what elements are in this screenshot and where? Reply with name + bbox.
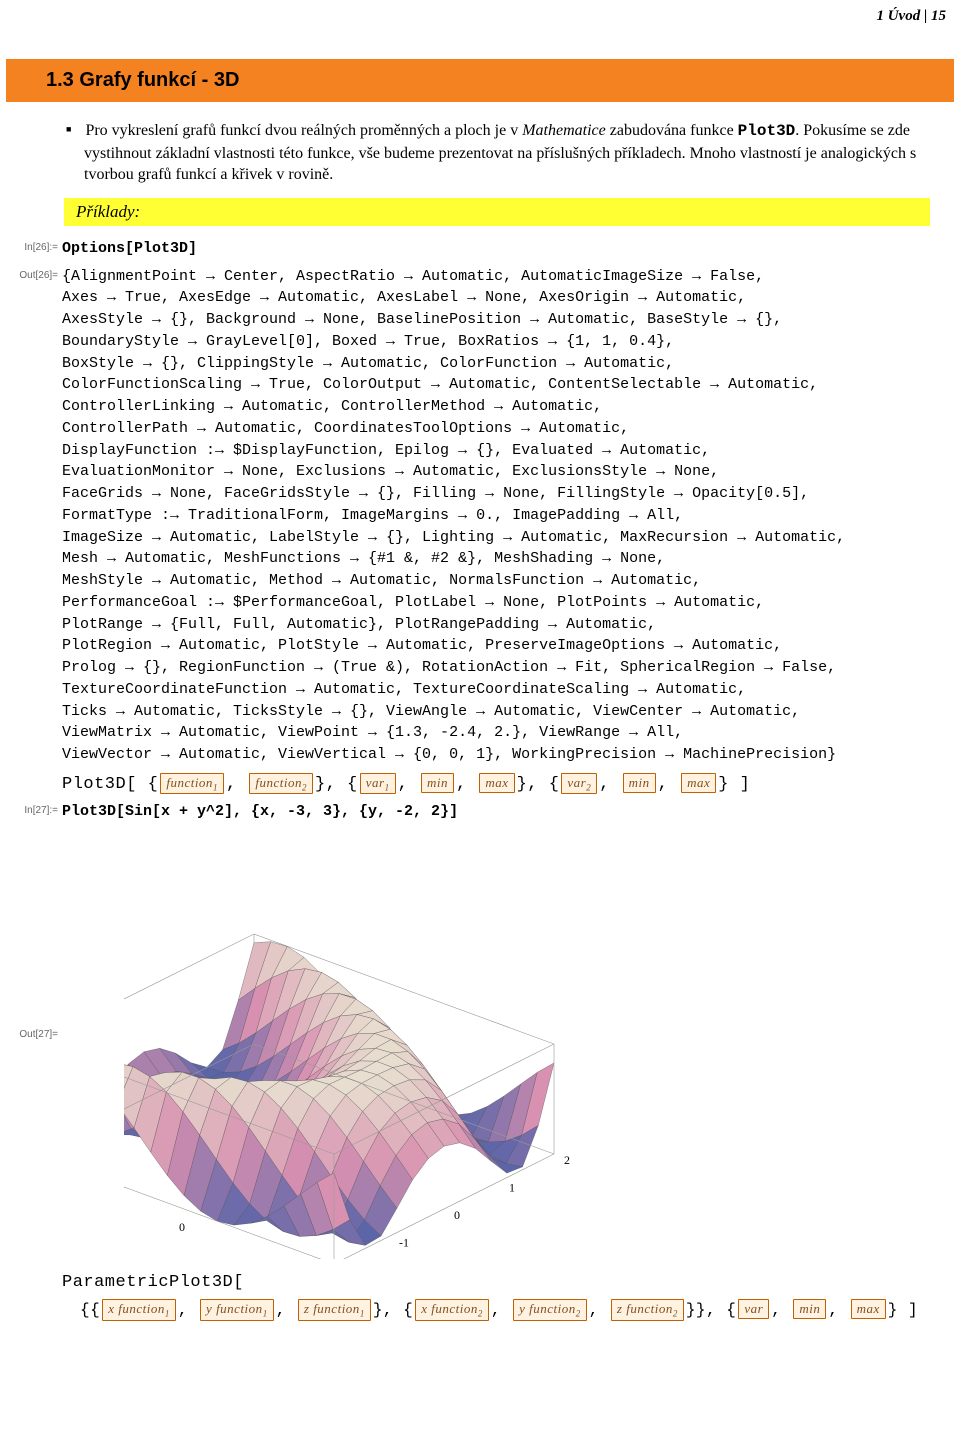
out-line: MeshStyle → Automatic, Method → Automati… — [62, 570, 950, 592]
in-label: In[27]:= — [0, 801, 58, 816]
out-line: Axes → True, AxesEdge → Automatic, AxesL… — [62, 287, 950, 309]
ph-max: max — [851, 1299, 886, 1319]
out-line: DisplayFunction :→ $DisplayFunction, Epi… — [62, 440, 950, 462]
out-line: EvaluationMonitor → None, Exclusions → A… — [62, 461, 950, 483]
page-header: 1 Úvod | 15 — [0, 0, 960, 29]
out-line: ControllerLinking → Automatic, Controlle… — [62, 396, 950, 418]
ph-max2: max — [681, 773, 716, 793]
section-title-text: 1.3 Grafy funkcí - 3D — [46, 69, 239, 91]
examples-label: Příklady: — [76, 202, 140, 221]
cell-out27: Out[27]= 1.00.50.0-0.5-1.0-202-2-1012 — [0, 829, 950, 1269]
svg-text:0: 0 — [179, 1220, 185, 1234]
cell-in27: In[27]:= Plot3D[Sin[x + y^2], {x, -3, 3}… — [0, 801, 950, 823]
out-line: Ticks → Automatic, TicksStyle → {}, View… — [62, 701, 950, 723]
out-code: {AlignmentPoint → Center, AspectRatio → … — [62, 266, 950, 766]
out-line: Mesh → Automatic, MeshFunctions → {#1 &,… — [62, 548, 950, 570]
out-line: PlotRange → {Full, Full, Automatic}, Plo… — [62, 614, 950, 636]
out-line: ViewVector → Automatic, ViewVertical → {… — [62, 744, 950, 766]
ph-var: var — [738, 1299, 769, 1319]
svg-text:1: 1 — [509, 1181, 515, 1195]
cell-in26: In[26]:= Options[Plot3D] — [0, 238, 950, 260]
in-label: In[26]:= — [0, 238, 58, 253]
ph-xf2: x function2 — [415, 1299, 489, 1321]
out-line: FormatType :→ TraditionalForm, ImageMarg… — [62, 505, 950, 527]
out-line: FaceGrids → None, FaceGridsStyle → {}, F… — [62, 483, 950, 505]
in-code: Plot3D[Sin[x + y^2], {x, -3, 3}, {y, -2,… — [62, 801, 950, 823]
svg-text:2: 2 — [564, 1153, 570, 1167]
out-line: ImageSize → Automatic, LabelStyle → {}, … — [62, 527, 950, 549]
ph-min: min — [793, 1299, 826, 1319]
section-title: 1.3 Grafy funkcí - 3D — [6, 59, 954, 102]
out-line: AxesStyle → {}, Background → None, Basel… — [62, 309, 950, 331]
ph-function2: function2 — [249, 773, 313, 795]
out-label: Out[26]= — [0, 266, 58, 281]
out-line: Prolog → {}, RegionFunction → (True &), … — [62, 657, 950, 679]
ph-xf1: x function1 — [102, 1299, 176, 1321]
out-line: BoxStyle → {}, ClippingStyle → Automatic… — [62, 353, 950, 375]
plot3d-output: 1.00.50.0-0.5-1.0-202-2-1012 — [124, 839, 604, 1259]
out-line: ViewMatrix → Automatic, ViewPoint → {1.3… — [62, 722, 950, 744]
cell-out26: Out[26]= {AlignmentPoint → Center, Aspec… — [0, 266, 950, 766]
svg-text:-1: -1 — [399, 1236, 409, 1250]
out-line: {AlignmentPoint → Center, AspectRatio → … — [62, 266, 950, 288]
out-line: PerformanceGoal :→ $PerformanceGoal, Plo… — [62, 592, 950, 614]
ph-yf2: y function2 — [513, 1299, 587, 1321]
svg-text:2: 2 — [279, 1257, 285, 1259]
ph-min1: min — [421, 773, 454, 793]
ph-var1: var1 — [360, 773, 396, 795]
ph-function1: function1 — [160, 773, 224, 795]
breadcrumb: 1 Úvod | 15 — [876, 8, 946, 24]
ph-zf2: z function2 — [611, 1299, 684, 1321]
ph-yf1: y function1 — [200, 1299, 274, 1321]
plot3d-cmd: Plot3D — [62, 775, 126, 794]
intro-fn: Plot3D — [738, 122, 796, 140]
out-line: PlotRegion → Automatic, PlotStyle → Auto… — [62, 635, 950, 657]
out-label: Out[27]= — [0, 829, 58, 1040]
examples-header: Příklady: — [64, 198, 930, 226]
parametric-syntax-args: {{x function1, y function1, z function1}… — [80, 1300, 960, 1322]
plot3d-svg: 1.00.50.0-0.5-1.0-202-2-1012 — [124, 839, 604, 1259]
parametric-cmd: ParametricPlot3D — [62, 1273, 233, 1292]
parametric-syntax: ParametricPlot3D[ — [62, 1273, 960, 1292]
out-line: BoundaryStyle → GrayLevel[0], Boxed → Tr… — [62, 331, 950, 353]
ph-zf1: z function1 — [298, 1299, 371, 1321]
intro-text-2: zabudována funkce — [606, 122, 738, 139]
ph-max1: max — [479, 773, 514, 793]
out-line: TextureCoordinateFunction → Automatic, T… — [62, 679, 950, 701]
intro-paragraph: Pro vykreslení grafů funkcí dvou reálnýc… — [84, 120, 930, 186]
ph-var2: var2 — [561, 773, 597, 795]
out-line: ColorFunctionScaling → True, ColorOutput… — [62, 374, 950, 396]
ph-min2: min — [623, 773, 656, 793]
svg-text:0: 0 — [454, 1208, 460, 1222]
intro-text-1: Pro vykreslení grafů funkcí dvou reálnýc… — [85, 122, 522, 139]
in-code: Options[Plot3D] — [62, 238, 950, 260]
intro-mathematica: Mathematice — [522, 122, 606, 139]
plot3d-syntax: Plot3D[ {function1, function2}, {var1, m… — [62, 774, 960, 796]
out-line: ControllerPath → Automatic, CoordinatesT… — [62, 418, 950, 440]
